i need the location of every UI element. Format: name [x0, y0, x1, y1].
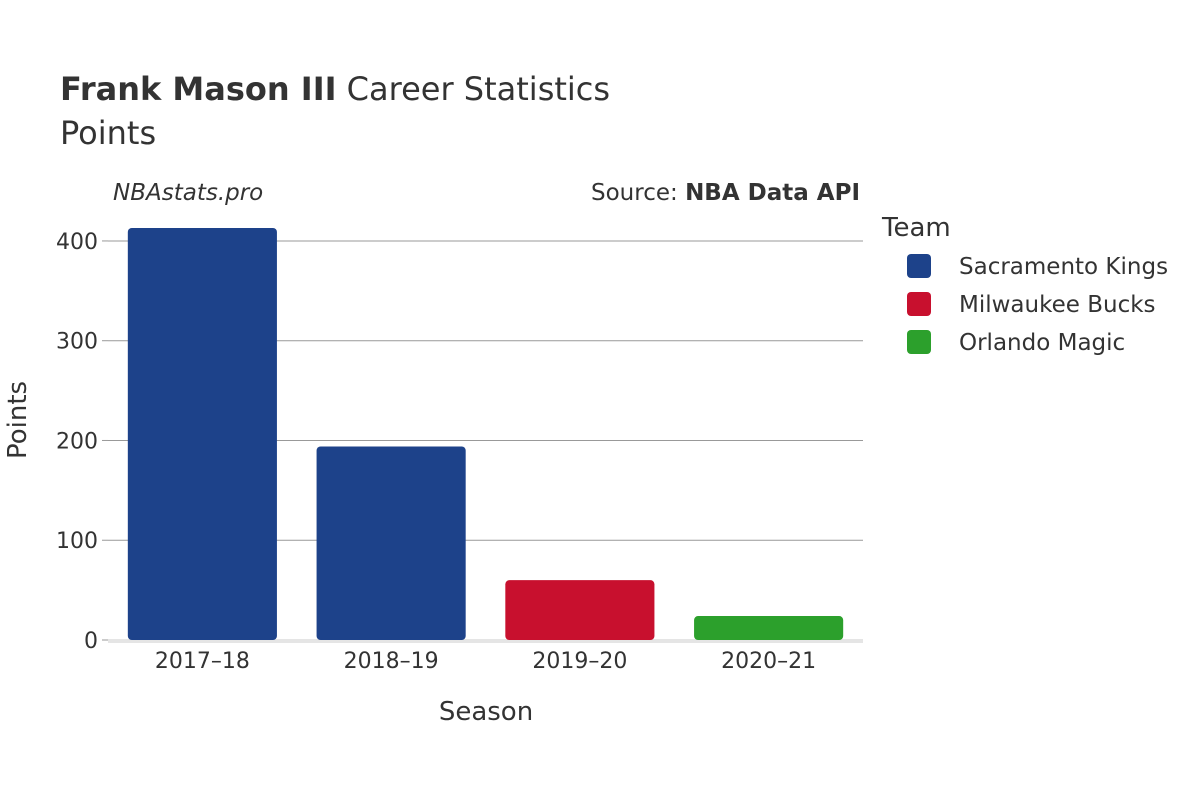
chart-title-bold: Frank Mason III: [60, 70, 337, 108]
bars: [127, 227, 844, 640]
y-tick-label: 400: [56, 230, 98, 255]
bar-2020–21[interactable]: [694, 616, 844, 640]
legend-swatch: [907, 292, 931, 316]
bar-2018–19[interactable]: [316, 446, 466, 640]
legend-item-label: Milwaukee Bucks: [959, 292, 1156, 318]
legend-item-label: Sacramento Kings: [959, 254, 1168, 280]
source-name: NBA Data API: [685, 180, 860, 206]
y-tick-label: 300: [56, 330, 98, 355]
source-prefix: Source:: [591, 180, 685, 206]
watermark: NBAstats.pro: [113, 180, 263, 206]
y-tick-label: 100: [56, 529, 98, 554]
y-tick-label: 0: [84, 629, 98, 654]
chart-title: Frank Mason III Career Statistics: [60, 70, 610, 108]
legend-item-label: Orlando Magic: [959, 330, 1125, 356]
bar-2019–20[interactable]: [505, 580, 655, 640]
x-tick-label: 2020–21: [721, 649, 816, 674]
chart-title-rest: Career Statistics: [337, 70, 611, 108]
x-tick-label: 2018–19: [344, 649, 439, 674]
legend-swatch: [907, 254, 931, 278]
source-label: Source: NBA Data API: [591, 180, 860, 206]
x-tick-label: 2019–20: [532, 649, 627, 674]
legend-swatch: [907, 330, 931, 354]
bar-2017–18[interactable]: [127, 227, 277, 640]
x-tick-label: 2017–18: [155, 649, 250, 674]
x-axis-title: Season: [439, 697, 533, 727]
x-axis-ticks: 2017–18 2018–19 2019–20 2020–21: [155, 649, 816, 674]
chart-subtitle: Points: [60, 114, 156, 152]
y-axis-title: Points: [3, 381, 33, 459]
y-tick-label: 200: [56, 429, 98, 454]
legend-title: Team: [881, 213, 951, 243]
y-axis-ticks: 0 100 200 300 400: [56, 230, 108, 654]
legend: Sacramento Kings Milwaukee Bucks Orlando M…: [907, 254, 1168, 356]
